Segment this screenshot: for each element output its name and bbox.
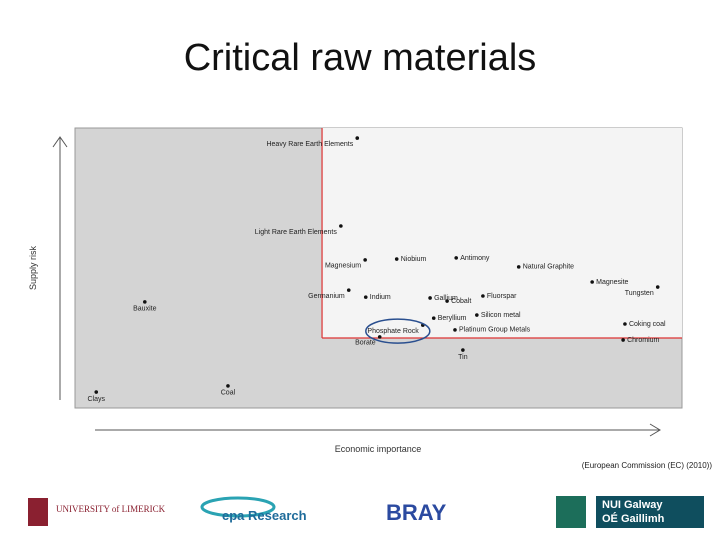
galway-crest [556, 496, 586, 528]
point [428, 296, 432, 300]
point-label: Indium [370, 294, 391, 301]
point-label: Coal [221, 390, 236, 397]
point [516, 265, 521, 269]
chart: Heavy Rare Earth Elements Light Rare Eart… [74, 127, 683, 409]
point-label: Tin [458, 354, 468, 361]
point [590, 280, 594, 284]
point-label: Gallium [434, 295, 458, 302]
point [621, 338, 625, 342]
point-label: Natural Graphite [523, 264, 574, 271]
point [475, 313, 479, 317]
galway-logo: NUI Galway [602, 499, 663, 511]
epa-swoosh [200, 496, 276, 518]
point-label: Clays [87, 396, 105, 403]
slide-title: Critical raw materials [184, 37, 537, 79]
point-label: Silicon metal [481, 312, 521, 319]
point-label: Niobium [401, 256, 427, 263]
point [377, 335, 382, 339]
point-label: Phosphate Rock [367, 328, 419, 335]
point-label: Platinum Group Metals [459, 327, 531, 334]
point-label: Magnesite [596, 279, 628, 286]
point [655, 285, 660, 289]
point-label: Chromium [627, 337, 659, 344]
point-label: Beryllium [438, 315, 467, 322]
limerick-logo: UNIVERSITY of LIMERICK [56, 504, 166, 514]
limerick-crest [28, 498, 48, 526]
point [481, 294, 485, 298]
point [226, 384, 230, 388]
point [143, 300, 147, 304]
y-axis-label: Supply risk [28, 245, 38, 290]
point-label: Tungsten [625, 290, 654, 297]
point-label: Cobalt [451, 298, 471, 305]
point-label: Germanium [308, 293, 345, 300]
source: (European Commission (EC) (2010)) [582, 461, 713, 470]
galway-logo-irish: OÉ Gaillimh [602, 512, 665, 525]
point [355, 136, 360, 140]
point [346, 288, 351, 292]
critical-zone [322, 128, 682, 338]
point [461, 348, 465, 352]
point [339, 224, 343, 228]
galway-box [596, 496, 704, 528]
point [623, 322, 627, 326]
point-label: Light Rare Earth Elements [255, 229, 338, 236]
point [431, 316, 436, 320]
point-label: Heavy Rare Earth Elements [266, 141, 353, 148]
highlight-circle [365, 318, 431, 344]
point-label: Fluorspar [487, 293, 517, 300]
point-label: Magnesium [325, 263, 361, 270]
y-arrow [52, 136, 68, 148]
point [363, 258, 367, 262]
point [453, 328, 457, 332]
point [454, 256, 458, 260]
point-label: Bauxite [133, 306, 156, 313]
point-label: Coking coal [629, 321, 666, 328]
point [445, 299, 449, 303]
point-label: Borate [355, 340, 376, 347]
point [94, 390, 99, 394]
point-label: Antimony [460, 255, 490, 262]
point [394, 257, 399, 261]
x-axis-label: Economic importance [335, 444, 422, 454]
x-arrow [649, 423, 661, 437]
point [363, 295, 368, 299]
bray-logo: BRAY [386, 500, 447, 525]
epa-logo: epa Research [222, 508, 307, 523]
